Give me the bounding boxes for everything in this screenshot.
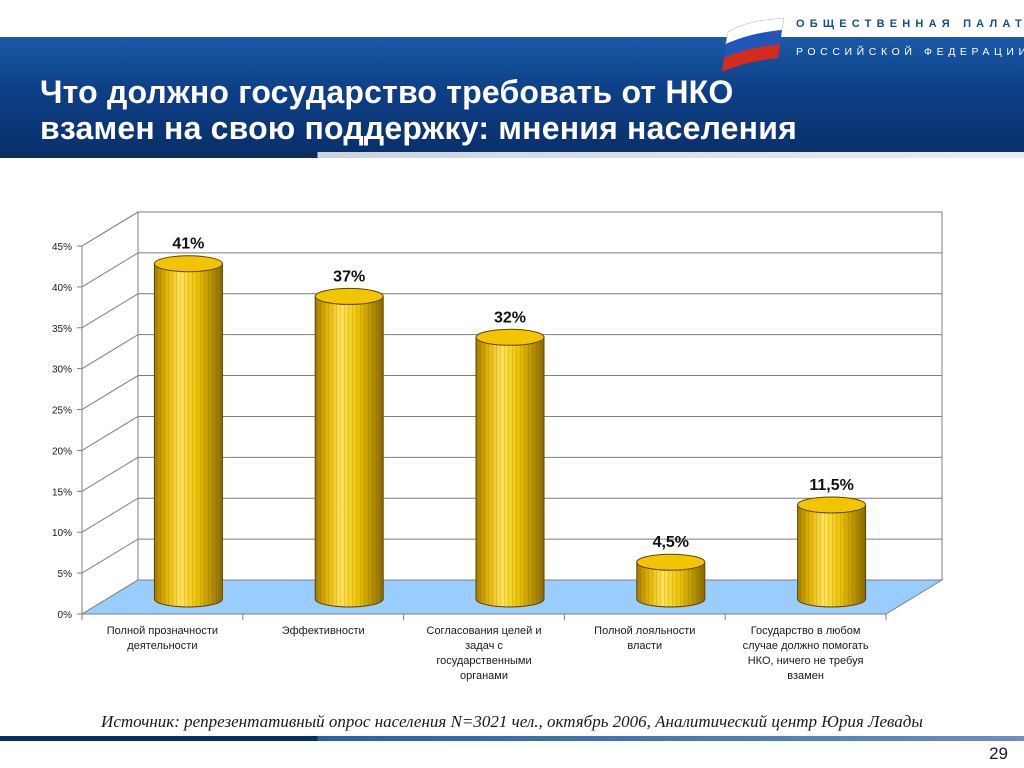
bar: [153, 255, 223, 608]
gridline-side: [81, 252, 139, 288]
header-banner: [0, 37, 1024, 157]
bar: [475, 328, 545, 608]
org-name-line2: РОССИЙСКОЙ ФЕДЕРАЦИИ: [796, 46, 1024, 58]
gridline-side: [81, 538, 139, 574]
source-note: Источник: репрезентативный опрос населен…: [101, 712, 923, 731]
org-name-line1: ОБЩЕСТВЕННАЯ ПАЛАТА: [796, 18, 1024, 30]
y-tick-label: 0%: [58, 610, 73, 621]
gridline-side: [81, 497, 139, 533]
page-title: Что должно государство требовать от НКО …: [40, 74, 940, 146]
gridline-side: [81, 456, 139, 492]
bar: [314, 287, 384, 608]
gridline-side: [81, 334, 139, 370]
bar: [797, 496, 867, 608]
x-tick-label: Полной прозначности деятельности: [107, 625, 218, 652]
bar-chart: 0% 5% 10% 15% 20% 25% 30% 35% 40% 45% Полной проз…: [52, 211, 944, 682]
bar-value-label: 4,5%: [653, 534, 689, 551]
y-tick-label: 15%: [52, 487, 72, 498]
y-tick-label: 30%: [52, 365, 72, 376]
title-line-1: Что должно государство требовать от НКО: [40, 74, 734, 110]
chart-side-wall: [81, 211, 139, 615]
x-tick-label: Эффективности: [282, 625, 365, 637]
gridline-side: [81, 416, 139, 451]
bar-value-label: 32%: [494, 309, 526, 326]
bar-value-label: 11,5%: [809, 477, 853, 494]
x-tick-label: Государство в любом случае должно помогат…: [743, 625, 869, 682]
footer-divider: [0, 736, 1024, 741]
gridline-side: [81, 293, 139, 329]
y-tick-label: 40%: [52, 283, 72, 294]
page-number: 29: [989, 744, 1008, 763]
bar: [636, 553, 706, 608]
y-tick-label: 45%: [52, 242, 72, 253]
x-tick-label: Полной лояльности власти: [594, 625, 695, 652]
header-divider: [0, 152, 1024, 158]
bar-value-label: 37%: [333, 268, 365, 285]
y-tick-label: 35%: [52, 324, 72, 335]
y-tick-label: 20%: [52, 446, 72, 457]
y-tick-label: 25%: [52, 406, 72, 417]
gridline-side: [81, 375, 139, 410]
title-line-2: взамен на свою поддержку: мнения населен…: [40, 110, 797, 146]
bar-value-label: 41%: [172, 236, 204, 253]
gridline-side: [81, 211, 139, 247]
x-tick-label: Согласования целей и задач с государственн…: [427, 625, 542, 682]
russian-flag-icon: [722, 17, 785, 72]
y-tick-label: 5%: [58, 569, 73, 580]
y-tick-label: 10%: [52, 528, 72, 539]
